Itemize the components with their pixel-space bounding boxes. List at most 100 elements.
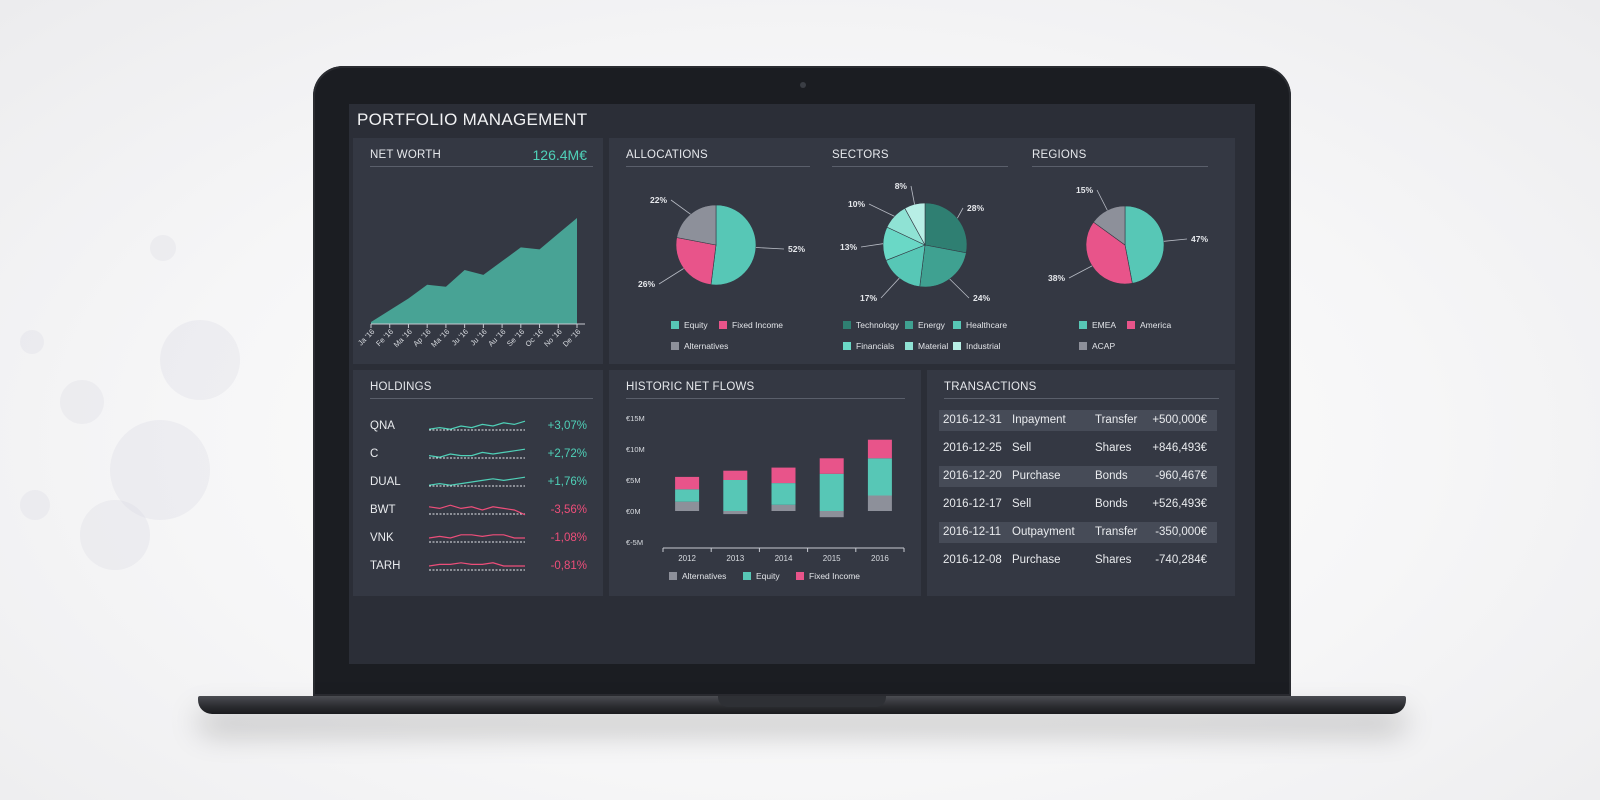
sectors-leader-line xyxy=(880,277,900,299)
transaction-amount: -350,000€ xyxy=(1155,526,1207,538)
transaction-type: Inpayment xyxy=(1012,414,1066,426)
bokeh-decoration xyxy=(60,380,104,424)
bokeh-decoration xyxy=(20,330,44,354)
legend-label: Industrial xyxy=(966,341,1001,351)
transaction-amount: +500,000€ xyxy=(1152,414,1207,426)
allocations-legend-fixed-income: Fixed Income xyxy=(719,320,783,330)
sparkline-line xyxy=(429,448,526,458)
transaction-asset: Transfer xyxy=(1095,526,1138,538)
legend-label: Technology xyxy=(856,320,900,330)
x-tick-label: Ap '16 xyxy=(411,327,432,348)
flows-legend-equity: Equity xyxy=(743,571,780,581)
x-tick-label: Oc '16 xyxy=(523,327,545,349)
transaction-row[interactable]: 2016-12-31 Inpayment Transfer +500,000€ xyxy=(939,410,1217,431)
allocations-value-label: 26% xyxy=(638,279,655,289)
x-tick-label: Ma '16 xyxy=(429,327,451,349)
sectors-legend-financials: Financials xyxy=(843,341,894,351)
legend-swatch xyxy=(905,342,913,350)
bar-segment-alternatives xyxy=(723,511,748,515)
transaction-date: 2016-12-17 xyxy=(943,498,1002,510)
legend-label: Material xyxy=(918,341,949,351)
regions-title: REGIONS xyxy=(1032,149,1087,161)
x-tick-label: 2016 xyxy=(871,554,889,563)
sectors-slice xyxy=(924,202,968,254)
laptop-lid: PORTFOLIO MANAGEMENT NET WORTH 126.4M€ J… xyxy=(313,66,1291,696)
legend-label: EMEA xyxy=(1092,320,1117,330)
transaction-row[interactable]: 2016-12-17 Sell Bonds +526,493€ xyxy=(939,494,1217,515)
transaction-asset: Shares xyxy=(1095,554,1132,566)
bar-segment-equity xyxy=(819,473,844,511)
regions-value-label: 47% xyxy=(1191,234,1208,244)
regions-value-label: 38% xyxy=(1048,273,1065,283)
bokeh-decoration xyxy=(20,490,50,520)
allocations-slice xyxy=(675,237,717,286)
camera-icon xyxy=(800,82,806,88)
x-tick-label: 2014 xyxy=(775,554,793,563)
legend-label: America xyxy=(1140,320,1172,330)
holding-row[interactable]: BWT -3,56% xyxy=(353,500,603,524)
transaction-asset: Bonds xyxy=(1095,470,1128,482)
net-worth-area xyxy=(371,217,577,324)
legend-label: Fixed Income xyxy=(809,571,861,581)
transaction-type: Sell xyxy=(1012,498,1032,510)
transaction-amount: -740,284€ xyxy=(1155,554,1207,566)
transaction-date: 2016-12-31 xyxy=(943,414,1002,426)
sectors-leader-line xyxy=(949,278,970,299)
regions-legend-emea: EMEA xyxy=(1079,320,1116,330)
regions-value-label: 15% xyxy=(1076,185,1093,195)
divider xyxy=(626,398,905,399)
allocations-leader-line xyxy=(755,247,785,250)
sparkline xyxy=(429,476,526,487)
transaction-date: 2016-12-20 xyxy=(943,470,1002,482)
y-tick-label: €0M xyxy=(626,507,641,516)
sectors-legend-healthcare: Healthcare xyxy=(953,320,1007,330)
regions-leader-line xyxy=(1068,265,1093,279)
transaction-date: 2016-12-08 xyxy=(943,554,1002,566)
legend-label: Alternatives xyxy=(684,341,729,351)
divider xyxy=(370,398,593,399)
holding-row[interactable]: C +2,72% xyxy=(353,444,603,468)
transaction-row[interactable]: 2016-12-20 Purchase Bonds -960,467€ xyxy=(939,466,1217,487)
x-tick-label: 2012 xyxy=(678,554,696,563)
holding-row[interactable]: TARH -0,81% xyxy=(353,556,603,580)
legend-swatch xyxy=(953,342,961,350)
page-title: PORTFOLIO MANAGEMENT xyxy=(357,110,588,129)
bar-segment-fixed-income xyxy=(771,467,796,484)
holding-change: -0,81% xyxy=(550,560,587,572)
x-tick-label: Fe '16 xyxy=(374,327,395,348)
transaction-row[interactable]: 2016-12-11 Outpayment Transfer -350,000€ xyxy=(939,522,1217,543)
sparkline xyxy=(429,504,526,516)
sparkline-line xyxy=(429,562,525,567)
legend-label: Fixed Income xyxy=(732,320,784,330)
bar-segment-alternatives xyxy=(819,511,844,518)
sectors-legend-material: Material xyxy=(905,341,948,351)
allocations-value-label: 22% xyxy=(650,195,667,205)
bokeh-decoration xyxy=(80,500,150,570)
distribution-panel: ALLOCATIONS SECTORS REGIONS 52% 26% 22% 28%… xyxy=(609,138,1235,364)
x-tick-label: 2015 xyxy=(823,554,841,563)
holding-row[interactable]: VNK -1,08% xyxy=(353,528,603,552)
sectors-leader-line xyxy=(868,203,895,217)
transaction-row[interactable]: 2016-12-08 Purchase Shares -740,284€ xyxy=(939,550,1217,571)
allocations-legend-equity: Equity xyxy=(671,320,708,330)
transaction-row[interactable]: 2016-12-25 Sell Shares +846,493€ xyxy=(939,438,1217,459)
transaction-date: 2016-12-11 xyxy=(943,526,1001,538)
sectors-legend-industrial: Industrial xyxy=(953,341,1001,351)
holdings-title: HOLDINGS xyxy=(370,381,432,393)
allocations-value-label: 52% xyxy=(788,244,805,254)
legend-label: Alternatives xyxy=(682,571,727,581)
legend-swatch xyxy=(671,321,679,329)
holding-row[interactable]: QNA +3,07% xyxy=(353,416,603,440)
legend-swatch xyxy=(743,572,751,580)
legend-swatch xyxy=(1079,342,1087,350)
transactions-title: TRANSACTIONS xyxy=(944,381,1037,393)
bar-segment-fixed-income xyxy=(675,476,700,490)
net-worth-panel: NET WORTH 126.4M€ Ja '16 Fe '16 Ma '16 Ap '… xyxy=(353,138,603,364)
sectors-title: SECTORS xyxy=(832,149,889,161)
allocations-leader-line xyxy=(670,199,691,215)
transaction-type: Outpayment xyxy=(1012,526,1075,538)
transaction-asset: Shares xyxy=(1095,442,1132,454)
sectors-legend-technology: Technology xyxy=(843,320,899,330)
holding-row[interactable]: DUAL +1,76% xyxy=(353,472,603,496)
